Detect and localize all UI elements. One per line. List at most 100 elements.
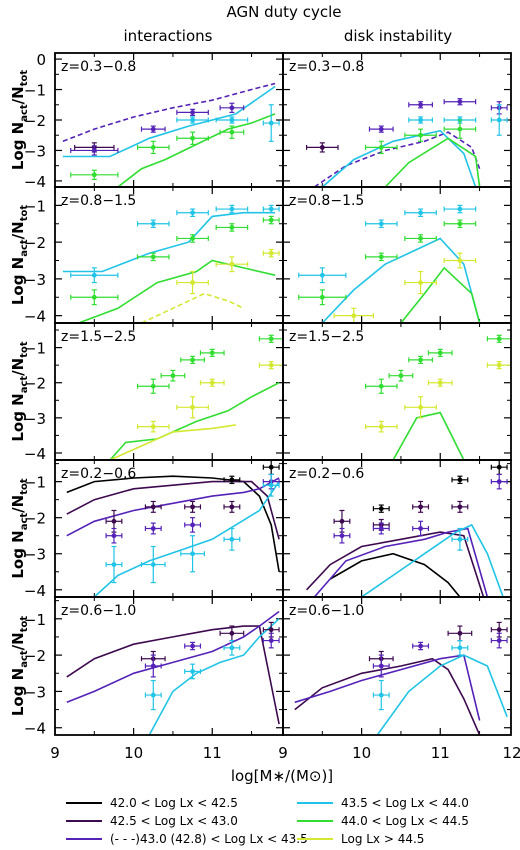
data-point xyxy=(136,420,170,433)
point-marker xyxy=(378,424,384,430)
point-marker xyxy=(190,236,195,241)
data-point xyxy=(136,252,170,262)
data-point xyxy=(160,369,186,382)
plot-area xyxy=(294,621,508,735)
panel-redshift-label: z=0.2−0.6 xyxy=(61,466,136,482)
point-marker xyxy=(496,627,502,633)
data-point xyxy=(333,527,351,544)
point-marker xyxy=(457,126,463,132)
point-marker xyxy=(150,562,156,567)
data-point xyxy=(258,361,283,370)
point-marker xyxy=(91,272,97,278)
y-tick-label: −1 xyxy=(24,611,46,629)
plot-area xyxy=(298,204,481,323)
data-point xyxy=(105,545,123,584)
legend-label: 42.0 < Log Lx < 42.5 xyxy=(110,796,238,810)
data-point xyxy=(215,204,249,214)
point-marker xyxy=(190,551,195,557)
y-tick-label: −3 xyxy=(24,410,46,428)
data-point xyxy=(333,307,375,323)
point-marker xyxy=(111,533,117,539)
y-tick-label: −3 xyxy=(24,142,46,160)
data-point xyxy=(412,500,430,513)
point-marker xyxy=(209,380,215,386)
panel-r3-c1: z=0.2−0.6 xyxy=(282,459,512,598)
point-marker xyxy=(190,669,195,674)
data-point xyxy=(219,625,245,642)
column-title-right: disk instability xyxy=(344,27,452,45)
data-point xyxy=(144,500,162,513)
point-marker xyxy=(268,464,274,470)
panel-r1-c0: −4 −3 −2 −1 z=0.8−1.5 xyxy=(24,186,284,326)
data-point xyxy=(443,119,477,139)
point-marker xyxy=(190,404,195,410)
point-marker xyxy=(418,132,423,138)
y-axis-title: Log Nact/Ntot xyxy=(9,205,30,306)
point-marker xyxy=(418,643,423,649)
point-marker xyxy=(268,336,274,342)
point-marker xyxy=(150,126,156,132)
data-point xyxy=(199,378,225,387)
model-line xyxy=(321,129,477,187)
legend-label: Log Lx > 44.5 xyxy=(341,832,424,846)
model-line xyxy=(321,237,481,323)
point-marker xyxy=(268,638,274,643)
point-marker xyxy=(378,663,384,669)
model-line xyxy=(306,531,485,597)
y-tick-label: 0 xyxy=(36,51,46,69)
point-marker xyxy=(91,148,97,153)
y-tick-label: −4 xyxy=(24,173,46,191)
model-line xyxy=(400,266,481,323)
point-marker xyxy=(457,221,463,227)
y-tick-label: −2 xyxy=(24,112,46,130)
data-point xyxy=(364,420,398,433)
point-marker xyxy=(150,254,156,260)
point-marker xyxy=(319,145,325,150)
point-marker xyxy=(190,210,195,216)
data-point xyxy=(144,522,162,535)
panel-redshift-label: z=0.6−1.0 xyxy=(289,603,364,619)
point-marker xyxy=(457,630,463,636)
data-point xyxy=(451,500,469,513)
point-marker xyxy=(268,250,274,256)
data-point xyxy=(486,361,511,370)
point-marker xyxy=(190,135,195,141)
data-point xyxy=(404,128,437,142)
plot-area xyxy=(62,204,280,323)
x-tick-label: 11 xyxy=(203,744,222,762)
panel-frame xyxy=(282,596,512,736)
data-point xyxy=(70,169,119,180)
x-axis-title: log[M∗/(M⊙)] xyxy=(231,767,333,785)
point-marker xyxy=(378,506,384,512)
x-tick-label: 9 xyxy=(278,744,288,762)
y-tick-label: −1 xyxy=(24,82,46,100)
data-point xyxy=(443,219,477,229)
point-marker xyxy=(150,221,156,227)
model-line xyxy=(376,654,508,735)
point-marker xyxy=(457,645,463,651)
data-point xyxy=(70,289,119,306)
point-marker xyxy=(418,404,423,410)
model-line xyxy=(313,131,481,187)
x-tick-label: 10 xyxy=(124,744,143,762)
point-marker xyxy=(150,692,156,698)
data-point xyxy=(136,140,170,155)
y-tick-label: −2 xyxy=(24,375,46,393)
column-title-left: interactions xyxy=(124,27,213,45)
data-point xyxy=(215,116,249,124)
y-tick-label: −4 xyxy=(24,582,46,600)
point-marker xyxy=(229,630,235,636)
data-point xyxy=(70,267,119,284)
data-point xyxy=(136,219,170,229)
panel-redshift-label: z=1.5−2.5 xyxy=(61,329,136,345)
figure-title: AGN duty cycle xyxy=(227,3,342,21)
data-point xyxy=(427,378,453,387)
plot-area xyxy=(66,610,280,735)
x-tick-label: 9 xyxy=(50,744,60,762)
y-tick-label: −4 xyxy=(24,720,46,738)
y-tick-label: −1 xyxy=(24,340,46,358)
point-marker xyxy=(351,313,357,319)
data-point xyxy=(262,473,280,497)
model-line xyxy=(93,481,280,597)
point-marker xyxy=(229,504,235,510)
